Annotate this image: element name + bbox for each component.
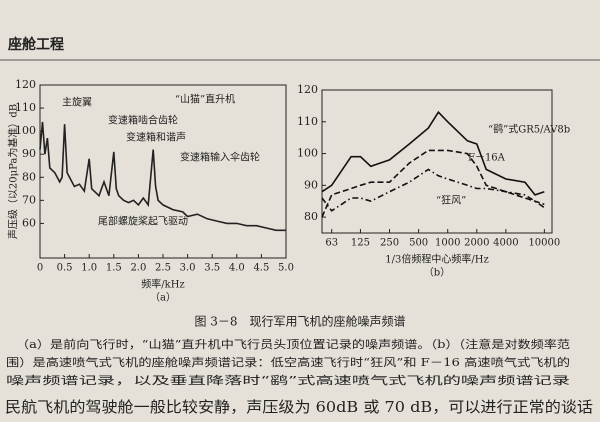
note-line: （a）是前向飞行时，“山猫”直升机中飞行员头顶位置记录的噪声频谱。（b）（注意是… [16, 337, 570, 351]
chart-title: “山猫”直升机 [175, 93, 235, 106]
series-line [321, 149, 545, 218]
x-tick-label: 2000 [464, 238, 489, 249]
x-tick-label: 2.5 [155, 263, 171, 274]
x-axis-label: 1/3倍频程中心频率/Hz [385, 253, 488, 266]
y-tick-label: 80 [22, 170, 36, 183]
y-tick-label: 120 [297, 83, 318, 96]
series-line [321, 168, 545, 212]
x-tick-label: 250 [380, 238, 399, 249]
x-tick-label: 3.5 [204, 263, 220, 274]
x-tick-label: 1.5 [106, 263, 122, 274]
y-tick-label: 110 [15, 101, 36, 114]
note-line: 噪声频谱记录，以及垂直降落时“鹞”式高速喷气式飞机的噪声频谱记录 [6, 373, 570, 387]
x-tick-label: 2.0 [130, 263, 146, 274]
x-tick-label: 1000 [435, 238, 460, 249]
annotation: 变速箱和谐声 [126, 131, 186, 144]
x-tick-label: 4.5 [253, 263, 269, 274]
y-tick-label: 90 [22, 147, 36, 160]
x-tick-label: 500 [409, 238, 428, 249]
series-line [321, 110, 545, 196]
series-label: “狂风” [436, 195, 466, 207]
x-tick-label: 4000 [493, 238, 518, 249]
y-tick-label: 100 [297, 147, 318, 160]
series-label: F－16A [468, 153, 506, 164]
x-tick-label: 1.0 [81, 263, 97, 274]
plot-frame [321, 89, 553, 234]
subtitle: （b） [424, 267, 450, 279]
x-tick-label: 5.0 [278, 263, 294, 274]
x-tick-label: 125 [351, 238, 370, 249]
annotation: 主旋翼 [62, 96, 92, 109]
x-axis-label: 频率/kHz [141, 278, 184, 291]
y-tick-label: 110 [297, 115, 318, 128]
x-tick-label: 10000 [528, 238, 560, 249]
note-line: 围）是高速喷气式飞机的座舱噪声频谱记录：低空高速飞行时“狂风”和 F－16 高速… [6, 355, 570, 369]
x-tick-label: 3.0 [180, 263, 196, 274]
figure-caption: 图 3－8 现行军用飞机的座舱噪声频谱 [194, 314, 405, 329]
y-tick-label: 90 [304, 178, 318, 191]
series-line [39, 121, 286, 232]
subtitle: （a） [150, 292, 176, 304]
y-axis-label: 声压级（以20μPa为基准）dB [7, 104, 20, 239]
header-title: 座舱工程 [8, 36, 64, 53]
x-tick-label: 0 [37, 263, 43, 274]
y-tick-label: 100 [15, 124, 36, 137]
x-tick-label: 4.0 [229, 263, 245, 274]
series-label: “鹞”式GR5/AV8b [488, 123, 570, 136]
y-tick-label: 70 [22, 193, 36, 206]
y-tick-label: 60 [22, 216, 36, 229]
annotation: 尾部螺旋桨起飞驱动 [98, 215, 188, 228]
y-tick-label: 120 [15, 78, 36, 91]
x-tick-label: 63 [325, 238, 338, 249]
y-tick-label: 80 [304, 210, 318, 223]
annotation: 变速箱输入伞齿轮 [180, 151, 260, 164]
body-text: 民航飞机的驾驶舱一般比较安静，声压级为 60dB 或 70 dB，可以进行正常的… [5, 398, 593, 416]
annotation: 变速箱啮合齿轮 [108, 114, 178, 127]
x-tick-label: 0.5 [57, 263, 73, 274]
